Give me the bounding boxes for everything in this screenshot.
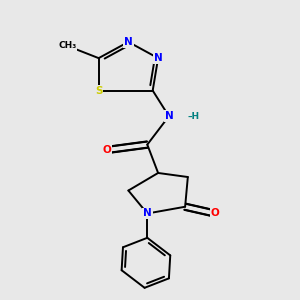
- Text: S: S: [95, 85, 102, 96]
- Text: N: N: [154, 53, 163, 63]
- Text: O: O: [211, 208, 219, 218]
- Text: –H: –H: [188, 112, 200, 121]
- Text: CH₃: CH₃: [58, 41, 77, 50]
- Text: N: N: [143, 208, 152, 218]
- Text: N: N: [164, 111, 173, 121]
- Text: O: O: [102, 145, 111, 155]
- Text: N: N: [124, 37, 133, 47]
